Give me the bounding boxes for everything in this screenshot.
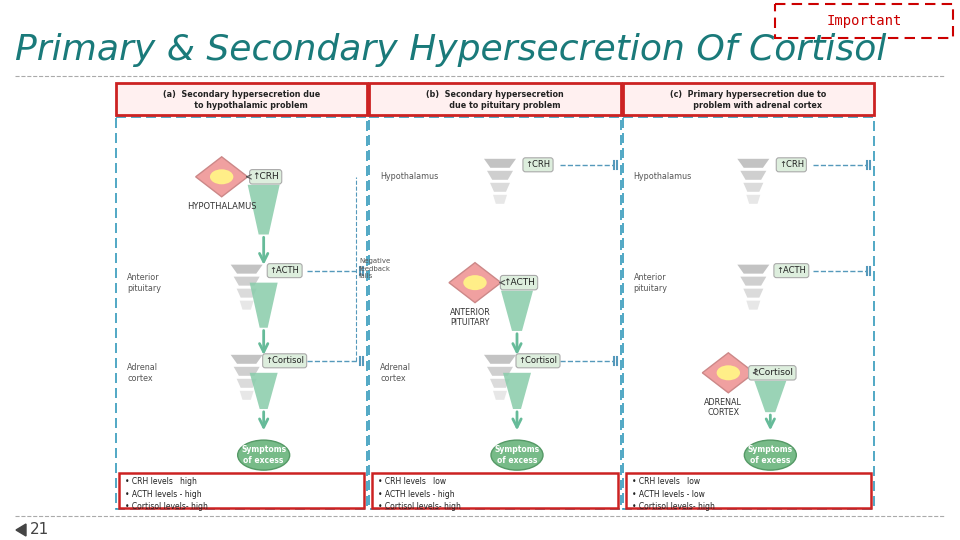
Polygon shape (755, 381, 786, 412)
Text: ↑CRH: ↑CRH (525, 160, 551, 170)
Text: ↑CRH: ↑CRH (779, 160, 804, 170)
Polygon shape (233, 276, 259, 286)
FancyBboxPatch shape (775, 4, 953, 38)
Ellipse shape (744, 440, 797, 470)
Text: 21: 21 (30, 523, 49, 537)
FancyBboxPatch shape (623, 117, 874, 509)
Text: Hypothalamus: Hypothalamus (634, 172, 692, 181)
Polygon shape (493, 391, 507, 400)
Text: • CRH levels   high
• ACTH levels - high
• Cortisol levels- high: • CRH levels high • ACTH levels - high •… (125, 477, 208, 511)
Ellipse shape (716, 365, 740, 380)
Text: (b)  Secondary hypersecretion
       due to pituitary problem: (b) Secondary hypersecretion due to pitu… (426, 90, 564, 110)
FancyBboxPatch shape (119, 473, 365, 508)
FancyBboxPatch shape (116, 83, 368, 115)
Ellipse shape (464, 275, 487, 290)
Text: ↑ACTH: ↑ACTH (270, 266, 300, 275)
Text: (c)  Primary hypersecretion due to
       problem with adrenal cortex: (c) Primary hypersecretion due to proble… (670, 90, 827, 110)
Polygon shape (484, 159, 516, 168)
Polygon shape (737, 159, 769, 168)
Polygon shape (746, 195, 760, 204)
Polygon shape (16, 524, 26, 536)
Polygon shape (230, 355, 263, 364)
Polygon shape (250, 282, 277, 328)
FancyBboxPatch shape (370, 117, 621, 509)
Polygon shape (237, 379, 256, 388)
Text: ↑CRH: ↑CRH (252, 172, 279, 181)
Polygon shape (740, 276, 766, 286)
Polygon shape (503, 373, 531, 409)
Text: ↑Cortisol: ↑Cortisol (752, 368, 793, 377)
Polygon shape (484, 355, 516, 364)
FancyBboxPatch shape (626, 473, 871, 508)
Polygon shape (703, 353, 755, 393)
Text: Adrenal
cortex: Adrenal cortex (380, 363, 411, 383)
Polygon shape (250, 373, 277, 409)
Polygon shape (487, 171, 513, 180)
Text: • CRH levels   low
• ACTH levels - low
• Cortisol levels- high: • CRH levels low • ACTH levels - low • C… (632, 477, 714, 511)
FancyBboxPatch shape (372, 473, 617, 508)
Text: ANTERIOR
PITUITARY: ANTERIOR PITUITARY (449, 308, 491, 327)
Polygon shape (237, 289, 256, 298)
Text: Primary & Secondary Hypersecretion Of Cortisol: Primary & Secondary Hypersecretion Of Co… (15, 33, 886, 67)
Ellipse shape (238, 440, 290, 470)
Text: ↑Cortisol: ↑Cortisol (265, 356, 304, 365)
Polygon shape (501, 291, 533, 331)
Polygon shape (240, 301, 253, 309)
Polygon shape (230, 265, 263, 274)
Polygon shape (449, 262, 501, 302)
Polygon shape (490, 379, 510, 388)
Text: Anterior
pituitary: Anterior pituitary (634, 273, 667, 293)
Polygon shape (490, 183, 510, 192)
Text: Symptoms
of excess: Symptoms of excess (494, 446, 540, 465)
Polygon shape (746, 301, 760, 309)
Text: Adrenal
cortex: Adrenal cortex (127, 363, 158, 383)
Polygon shape (737, 265, 769, 274)
Ellipse shape (210, 170, 233, 184)
Polygon shape (196, 157, 248, 197)
Text: Symptoms
of excess: Symptoms of excess (748, 446, 793, 465)
Text: Hypothalamus: Hypothalamus (380, 172, 439, 181)
Polygon shape (487, 367, 513, 376)
Polygon shape (743, 183, 763, 192)
Polygon shape (240, 391, 253, 400)
Text: ↑ACTH: ↑ACTH (503, 278, 535, 287)
Text: Important: Important (827, 14, 901, 28)
Ellipse shape (491, 440, 543, 470)
Text: • CRH levels   low
• ACTH levels - high
• Cortisol levels- high: • CRH levels low • ACTH levels - high • … (378, 477, 461, 511)
FancyBboxPatch shape (116, 117, 368, 509)
Polygon shape (740, 171, 766, 180)
Polygon shape (233, 367, 259, 376)
Polygon shape (743, 289, 763, 298)
Text: ↑ACTH: ↑ACTH (777, 266, 806, 275)
Polygon shape (493, 195, 507, 204)
Text: Symptoms
of excess: Symptoms of excess (241, 446, 286, 465)
Text: Negative
feedback
fails: Negative feedback fails (359, 258, 392, 279)
FancyBboxPatch shape (370, 83, 621, 115)
Text: (a)  Secondary hypersecretion due
       to hypothalamic problem: (a) Secondary hypersecretion due to hypo… (163, 90, 321, 110)
Polygon shape (248, 185, 279, 234)
FancyBboxPatch shape (623, 83, 874, 115)
Text: ADRENAL
CORTEX: ADRENAL CORTEX (705, 398, 742, 417)
Text: HYPOTHALAMUS: HYPOTHALAMUS (187, 202, 256, 211)
Text: Anterior
pituitary: Anterior pituitary (127, 273, 161, 293)
Text: ↑Cortisol: ↑Cortisol (518, 356, 558, 365)
